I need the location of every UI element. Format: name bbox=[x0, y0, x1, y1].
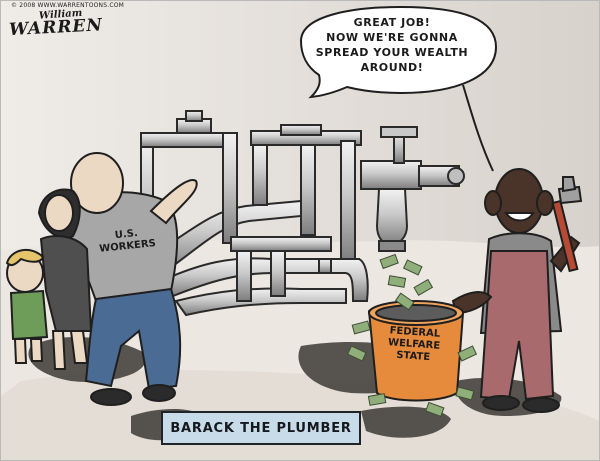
worker-figure bbox=[49, 152, 198, 406]
signature-last-name: WARREN bbox=[8, 15, 104, 41]
money-icon bbox=[346, 253, 478, 418]
bucket-label: FEDERAL WELFARE STATE bbox=[372, 324, 456, 366]
speech-line-3: SPREAD YOUR WEALTH bbox=[315, 46, 469, 59]
speech-line-4: AROUND! bbox=[360, 61, 424, 74]
caption-title: BARACK THE PLUMBER bbox=[170, 420, 352, 436]
faucet-icon bbox=[360, 126, 465, 252]
plumber-figure bbox=[451, 168, 581, 413]
pipe-wrench-icon bbox=[551, 176, 583, 273]
speech-bubble bbox=[299, 5, 498, 172]
speech-text: GREAT JOB! NOW WE'RE GONNA SPREAD YOUR W… bbox=[301, 15, 483, 75]
woman-figure bbox=[37, 188, 93, 370]
artist-signature: William WARREN bbox=[8, 8, 104, 41]
copyright-credit: © 2008 WWW.WARRENTOONS.COM bbox=[11, 2, 125, 9]
speech-line-1: GREAT JOB! bbox=[353, 16, 431, 29]
child-figure bbox=[5, 248, 49, 364]
caption-box: BARACK THE PLUMBER bbox=[161, 411, 361, 445]
speech-line-2: NOW WE'RE GONNA bbox=[326, 31, 458, 44]
